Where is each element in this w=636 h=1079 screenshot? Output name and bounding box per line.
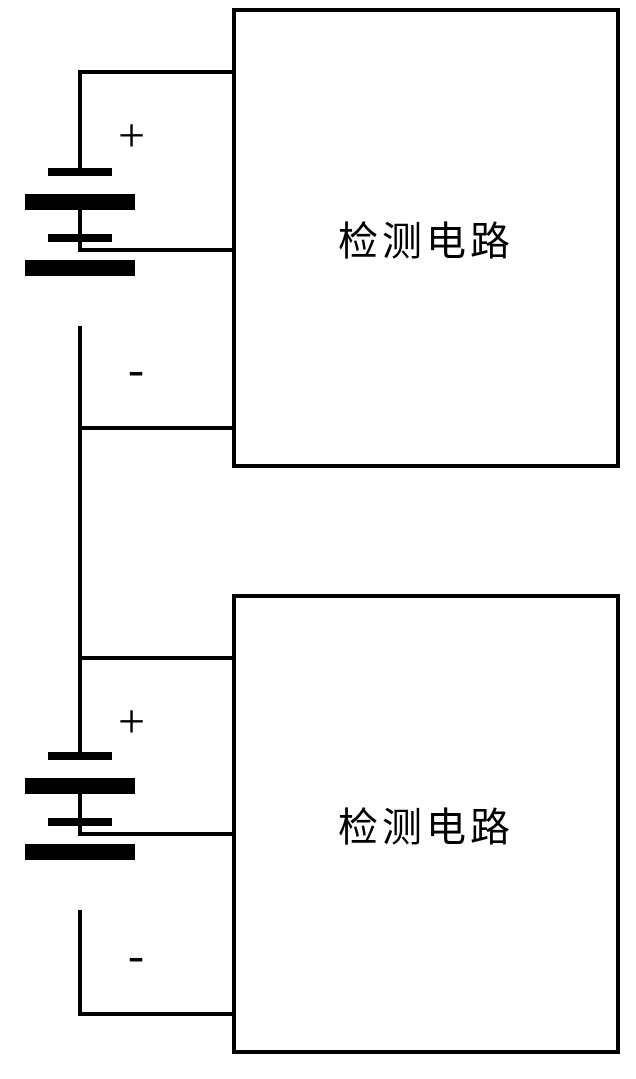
wire-interlink-v <box>78 426 82 660</box>
wire-bot-upper-h <box>78 656 234 660</box>
wire-top-upper-h <box>78 70 234 74</box>
wire-bot-lower-v <box>78 910 82 1016</box>
battery-plate-short <box>25 260 135 276</box>
top-detection-label: 检测电路 <box>338 209 514 267</box>
wire-bot-upper-v <box>78 656 82 754</box>
wire-top-mid-stub <box>78 210 82 250</box>
wire-top-lower-v <box>78 326 82 430</box>
wire-bot-mid-stub <box>78 794 82 834</box>
battery-plate-short <box>25 194 135 210</box>
wire-top-lower-h <box>78 426 234 430</box>
bottom-detection-block: 检测电路 <box>232 594 620 1054</box>
wire-bot-lower-h <box>78 1012 234 1016</box>
battery-plate-short <box>25 778 135 794</box>
battery-plate-long <box>48 752 112 760</box>
minus-label-top: - <box>128 342 144 397</box>
plus-label-bottom: + <box>118 694 145 749</box>
top-detection-block: 检测电路 <box>232 8 620 468</box>
bottom-detection-label: 检测电路 <box>338 795 514 853</box>
minus-label-bottom: - <box>128 928 144 983</box>
battery-plate-short <box>25 844 135 860</box>
plus-label-top: + <box>118 108 145 163</box>
battery-plate-long <box>48 168 112 176</box>
wire-top-upper-v <box>78 70 82 170</box>
